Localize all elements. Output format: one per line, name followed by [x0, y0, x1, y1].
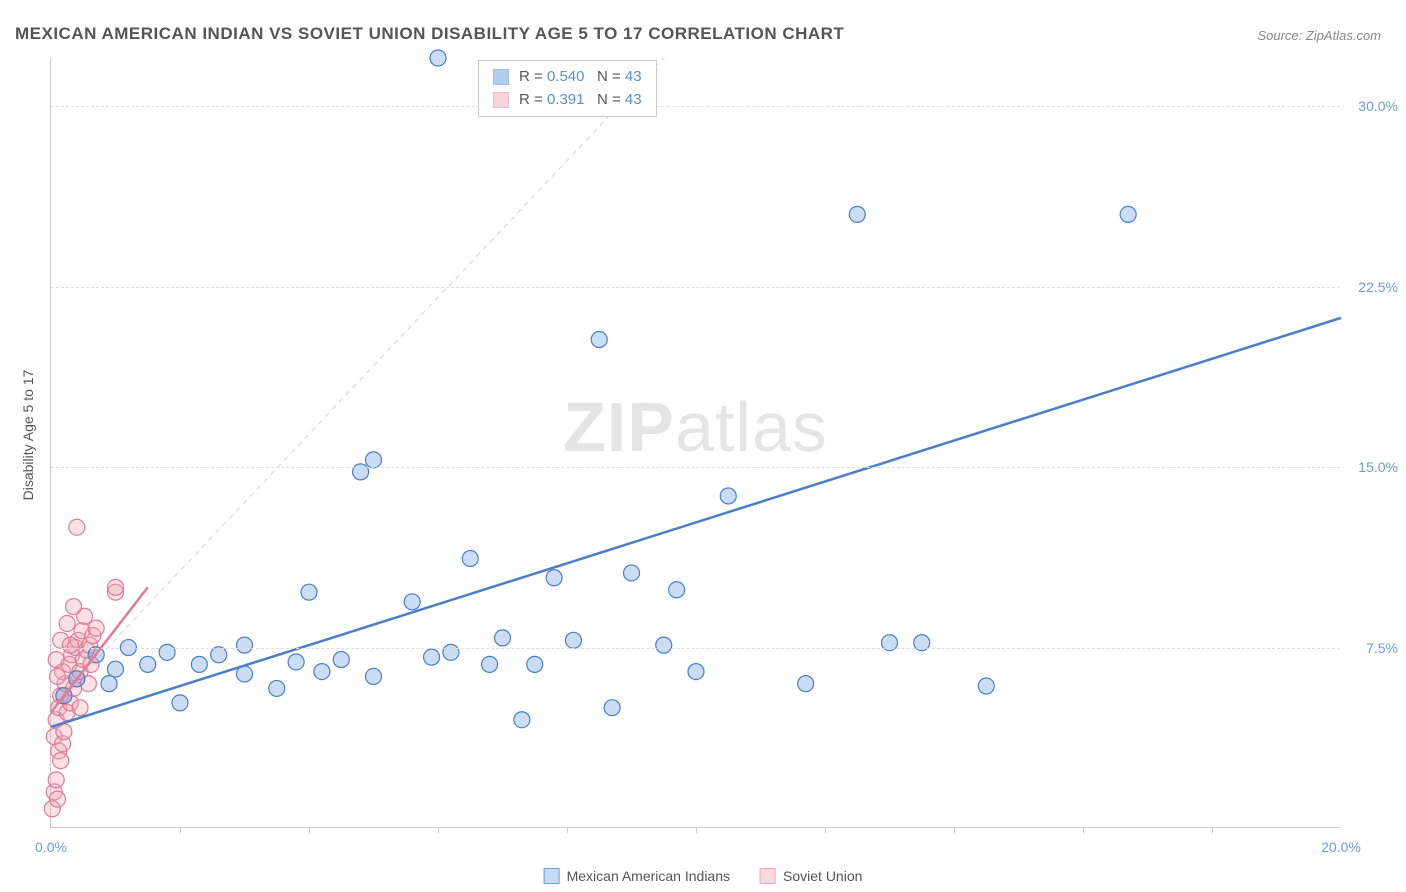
data-point — [424, 649, 440, 665]
y-tick-label: 22.5% — [1358, 279, 1398, 295]
data-point — [48, 652, 64, 668]
gridline — [51, 106, 1340, 107]
data-point — [624, 565, 640, 581]
legend-swatch — [544, 868, 560, 884]
gridline — [51, 287, 1340, 288]
data-point — [366, 668, 382, 684]
data-point — [191, 656, 207, 672]
legend-item: Mexican American Indians — [544, 868, 730, 884]
chart-title: MEXICAN AMERICAN INDIAN VS SOVIET UNION … — [15, 24, 844, 44]
stats-text: R = 0.540 N = 43 — [519, 66, 642, 89]
legend-swatch — [493, 69, 509, 85]
data-point — [269, 680, 285, 696]
chart-plot-area: ZIPatlas 7.5%15.0%22.5%30.0%0.0%20.0% — [50, 58, 1340, 828]
data-point — [688, 664, 704, 680]
y-tick-label: 30.0% — [1358, 98, 1398, 114]
data-point — [108, 661, 124, 677]
data-point — [565, 632, 581, 648]
data-point — [430, 50, 446, 66]
data-point — [101, 676, 117, 692]
x-tick-mark — [438, 827, 439, 833]
legend-label: Mexican American Indians — [567, 868, 730, 884]
data-point — [108, 579, 124, 595]
y-tick-label: 15.0% — [1358, 459, 1398, 475]
x-tick-mark — [309, 827, 310, 833]
source-attribution: Source: ZipAtlas.com — [1257, 28, 1381, 43]
data-point — [72, 700, 88, 716]
y-axis-label: Disability Age 5 to 17 — [20, 370, 36, 501]
legend-bottom: Mexican American Indians Soviet Union — [544, 868, 863, 884]
data-point — [211, 647, 227, 663]
legend-item: Soviet Union — [760, 868, 862, 884]
data-point — [333, 652, 349, 668]
data-point — [604, 700, 620, 716]
data-point — [669, 582, 685, 598]
data-point — [53, 753, 69, 769]
data-point — [591, 332, 607, 348]
data-point — [172, 695, 188, 711]
gridline — [51, 467, 1340, 468]
data-point — [656, 637, 672, 653]
x-tick-label: 0.0% — [35, 839, 67, 855]
data-point — [140, 656, 156, 672]
stats-text: R = 0.391 N = 43 — [519, 89, 642, 112]
legend-label: Soviet Union — [783, 868, 862, 884]
stats-row: R = 0.540 N = 43 — [493, 66, 642, 89]
data-point — [49, 668, 65, 684]
data-point — [62, 637, 78, 653]
x-tick-mark — [1212, 827, 1213, 833]
y-tick-label: 7.5% — [1366, 640, 1398, 656]
legend-swatch — [760, 868, 776, 884]
x-tick-mark — [825, 827, 826, 833]
data-point — [56, 724, 72, 740]
data-point — [978, 678, 994, 694]
data-point — [404, 594, 420, 610]
data-point — [849, 206, 865, 222]
correlation-stats-box: R = 0.540 N = 43R = 0.391 N = 43 — [478, 60, 657, 117]
data-point — [66, 599, 82, 615]
data-point — [527, 656, 543, 672]
data-point — [495, 630, 511, 646]
data-point — [720, 488, 736, 504]
data-point — [88, 620, 104, 636]
data-point — [288, 654, 304, 670]
data-point — [462, 551, 478, 567]
data-point — [514, 712, 530, 728]
data-point — [1120, 206, 1136, 222]
data-point — [237, 637, 253, 653]
data-point — [59, 615, 75, 631]
x-tick-mark — [696, 827, 697, 833]
data-point — [301, 584, 317, 600]
data-point — [798, 676, 814, 692]
data-point — [69, 519, 85, 535]
x-tick-mark — [954, 827, 955, 833]
x-tick-label: 20.0% — [1321, 839, 1361, 855]
x-tick-mark — [567, 827, 568, 833]
data-point — [366, 452, 382, 468]
data-point — [482, 656, 498, 672]
data-point — [48, 772, 64, 788]
scatter-svg — [51, 58, 1340, 827]
x-tick-mark — [1083, 827, 1084, 833]
data-point — [314, 664, 330, 680]
legend-swatch — [493, 92, 509, 108]
x-tick-mark — [180, 827, 181, 833]
data-point — [546, 570, 562, 586]
stats-row: R = 0.391 N = 43 — [493, 89, 642, 112]
data-point — [49, 791, 65, 807]
gridline — [51, 648, 1340, 649]
